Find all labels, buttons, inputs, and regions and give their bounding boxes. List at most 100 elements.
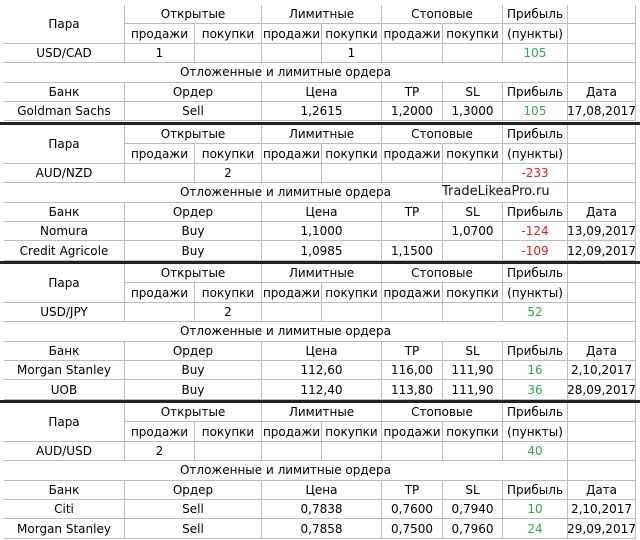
header-cell: покупки [322, 283, 382, 303]
pair-profit: 40 [503, 441, 568, 462]
order-bank: Goldman Sachs [4, 102, 125, 122]
header-cell: SL [443, 202, 503, 222]
order-order: Buy [125, 380, 262, 400]
header-cell: (пункты) [503, 144, 568, 164]
header-cell: Открытые [125, 125, 262, 145]
header-cell: Дата [568, 82, 636, 102]
watermark: TradeLikeaPro.ru [442, 184, 550, 200]
order-bank: Morgan Stanley [4, 519, 125, 539]
header-cell: продажи [125, 422, 195, 442]
header-cell: продажи [125, 144, 195, 164]
pair-name: USD/JPY [4, 302, 125, 323]
header-cell: TP [382, 82, 443, 102]
empty-cell [568, 43, 636, 64]
header-cell: продажи [262, 144, 322, 164]
order-sl [443, 241, 503, 261]
pair-count: 2 [195, 302, 262, 323]
order-price: 1,1000 [262, 222, 382, 242]
header-cell: Прибыль [503, 264, 568, 284]
order-price: 112,40 [262, 380, 382, 400]
pair-profit: 105 [503, 43, 568, 64]
empty-cell [568, 441, 636, 462]
header-cell: покупки [443, 422, 503, 442]
order-bank: UOB [4, 380, 125, 400]
pair-count [443, 441, 503, 462]
order-sl: 0,7940 [443, 500, 503, 520]
header-cell: Банк [4, 82, 125, 102]
header-cell: Прибыль [503, 341, 568, 361]
header-cell: продажи [262, 422, 322, 442]
header-cell: Банк [4, 341, 125, 361]
pair-count [125, 302, 195, 323]
order-order: Buy [125, 241, 262, 261]
empty-cell [568, 283, 636, 303]
order-profit: -109 [503, 241, 568, 261]
header-cell: Цена [262, 480, 382, 500]
header-cell: Прибыль [503, 480, 568, 500]
pair-count [322, 302, 382, 323]
section-title: Отложенные и лимитные ордера [4, 322, 568, 342]
header-cell: Цена [262, 202, 382, 222]
pair-count [382, 441, 443, 462]
order-sl: 1,0700 [443, 222, 503, 242]
block-separator [0, 261, 640, 264]
header-cell: (пункты) [503, 24, 568, 44]
order-order: Buy [125, 361, 262, 381]
header-cell: TP [382, 480, 443, 500]
header-cell: покупки [195, 144, 262, 164]
pair-count [322, 441, 382, 462]
header-cell: Ордер [125, 480, 262, 500]
header-cell: SL [443, 480, 503, 500]
header-cell: Открытые [125, 264, 262, 284]
header-cell: Пара [4, 5, 125, 44]
pair-profit: -233 [503, 163, 568, 184]
order-sl: 111,90 [443, 380, 503, 400]
empty-cell [568, 403, 636, 423]
order-profit: 24 [503, 519, 568, 539]
order-date: 28,09,2017 [568, 380, 636, 400]
header-cell: SL [443, 341, 503, 361]
header-cell: Пара [4, 264, 125, 303]
pair-count [262, 163, 322, 184]
header-cell: Лимитные [262, 5, 382, 25]
header-cell: продажи [382, 422, 443, 442]
pair-count [322, 163, 382, 184]
header-cell: покупки [322, 24, 382, 44]
order-tp: 113,80 [382, 380, 443, 400]
empty-cell [568, 163, 636, 184]
block-separator [0, 400, 640, 403]
order-tp: 1,2000 [382, 102, 443, 122]
header-cell: продажи [382, 24, 443, 44]
header-cell: Лимитные [262, 264, 382, 284]
header-cell: Дата [568, 341, 636, 361]
header-cell: покупки [322, 144, 382, 164]
order-date: 29,09,2017 [568, 519, 636, 539]
header-cell: Дата [568, 480, 636, 500]
header-cell: Прибыль [503, 403, 568, 423]
header-cell: Прибыль [503, 125, 568, 145]
section-title: Отложенные и лимитные ордера [4, 63, 568, 83]
order-date: 2,10,2017 [568, 500, 636, 520]
block-separator [0, 122, 640, 125]
empty-cell [568, 183, 636, 203]
order-order: Sell [125, 500, 262, 520]
order-order: Sell [125, 102, 262, 122]
header-cell: Цена [262, 341, 382, 361]
header-cell: Дата [568, 202, 636, 222]
pair-name: AUD/NZD [4, 163, 125, 184]
header-cell: TP [382, 341, 443, 361]
order-tp: 116,00 [382, 361, 443, 381]
header-cell: покупки [443, 283, 503, 303]
pair-count [382, 302, 443, 323]
pair-count: 2 [195, 163, 262, 184]
order-date: 2,10,2017 [568, 361, 636, 381]
order-price: 1,0985 [262, 241, 382, 261]
pair-count: 1 [125, 43, 195, 64]
order-profit: -124 [503, 222, 568, 242]
pair-profit: 52 [503, 302, 568, 323]
order-bank: Morgan Stanley [4, 361, 125, 381]
header-cell: продажи [262, 283, 322, 303]
header-cell: продажи [382, 144, 443, 164]
pair-count: 1 [322, 43, 382, 64]
order-price: 1,2615 [262, 102, 382, 122]
